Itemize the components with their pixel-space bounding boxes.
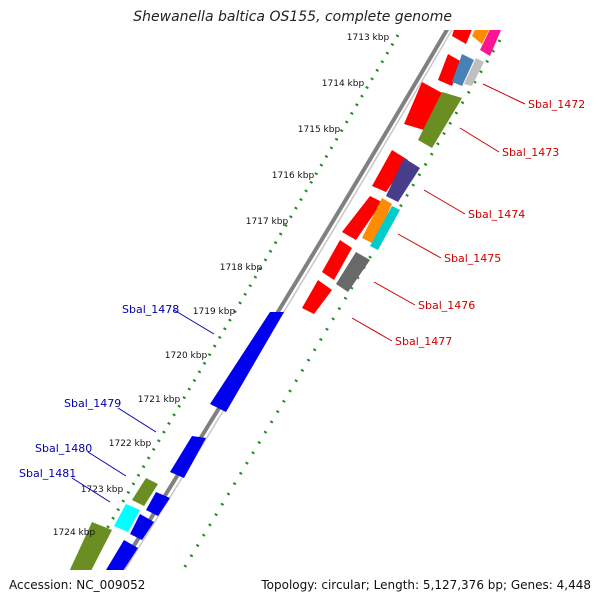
gene-feature xyxy=(418,92,462,148)
gene-feature xyxy=(452,54,474,86)
ruler-tick-label: 1721 kbp xyxy=(138,395,181,405)
gene-label[interactable]: Sbal_1476 xyxy=(418,299,475,312)
gene-leader-line xyxy=(351,317,393,342)
gene-leader-line xyxy=(71,477,111,503)
gene-feature xyxy=(372,150,408,192)
gene-label[interactable]: Sbal_1479 xyxy=(64,397,121,410)
gene-feature xyxy=(146,492,170,516)
ruler-tick-label: 1715 kbp xyxy=(298,125,341,135)
ruler-tick-label: 1713 kbp xyxy=(347,33,390,43)
gene-label[interactable]: Sbal_1475 xyxy=(444,252,501,265)
gene-leader-line xyxy=(482,83,526,105)
gene-label[interactable]: Sbal_1478 xyxy=(122,303,179,316)
gene-feature xyxy=(362,198,392,244)
ruler-tick-label: 1714 kbp xyxy=(322,79,365,89)
gene-feature xyxy=(464,58,484,86)
gene-feature xyxy=(370,206,400,250)
gene-leader-line xyxy=(87,451,127,477)
gene-leader-line xyxy=(397,233,442,259)
gene-feature xyxy=(69,522,112,570)
gene-feature xyxy=(170,436,206,478)
gene-feature xyxy=(130,514,154,540)
gene-feature xyxy=(210,312,284,412)
gene-leader-line xyxy=(373,281,416,306)
gene-leader-line xyxy=(173,309,215,335)
gene-leader-line xyxy=(423,189,466,215)
gene-feature xyxy=(452,30,472,44)
gene-label[interactable]: Sbal_1480 xyxy=(35,442,92,455)
gene-label[interactable]: Sbal_1477 xyxy=(395,335,452,348)
gene-label[interactable]: Sbal_1472 xyxy=(528,98,585,111)
ruler-tick-label: 1724 kbp xyxy=(53,528,96,538)
gene-feature xyxy=(438,54,462,86)
ruler-tick-label: 1719 kbp xyxy=(193,307,236,317)
gene-label[interactable]: Sbal_1474 xyxy=(468,208,525,221)
ruler-tick-label: 1722 kbp xyxy=(109,439,152,449)
gene-feature xyxy=(404,82,444,130)
gene-feature xyxy=(336,252,370,292)
map-title: Shewanella baltica OS155, complete genom… xyxy=(133,9,452,25)
gene-feature xyxy=(322,240,352,280)
gene-feature xyxy=(386,158,420,202)
gene-feature xyxy=(342,196,382,240)
gene-leader-line xyxy=(117,407,157,433)
gene-feature xyxy=(132,478,158,506)
gene-feature xyxy=(480,30,501,56)
gene-label[interactable]: Sbal_1473 xyxy=(502,146,559,159)
ruler-tick-label: 1720 kbp xyxy=(165,351,208,361)
gene-feature xyxy=(114,504,140,532)
genome-backbone-highlight xyxy=(123,30,453,570)
genome-summary: Topology: circular; Length: 5,127,376 bp… xyxy=(261,578,591,592)
gene-label[interactable]: Sbal_1481 xyxy=(19,467,76,480)
inner-ruler-line xyxy=(181,39,502,570)
ruler-tick-label: 1723 kbp xyxy=(81,485,124,495)
accession-label: Accession: NC_009052 xyxy=(9,578,146,592)
ruler-tick-label: 1716 kbp xyxy=(272,171,315,181)
gene-leader-line xyxy=(459,127,500,153)
outer-ruler-line xyxy=(80,34,400,570)
ruler-tick-label: 1718 kbp xyxy=(220,263,263,273)
gene-feature xyxy=(106,540,138,570)
gene-feature xyxy=(472,30,489,44)
ruler-tick-label: 1717 kbp xyxy=(246,217,289,227)
gene-feature xyxy=(302,280,332,314)
